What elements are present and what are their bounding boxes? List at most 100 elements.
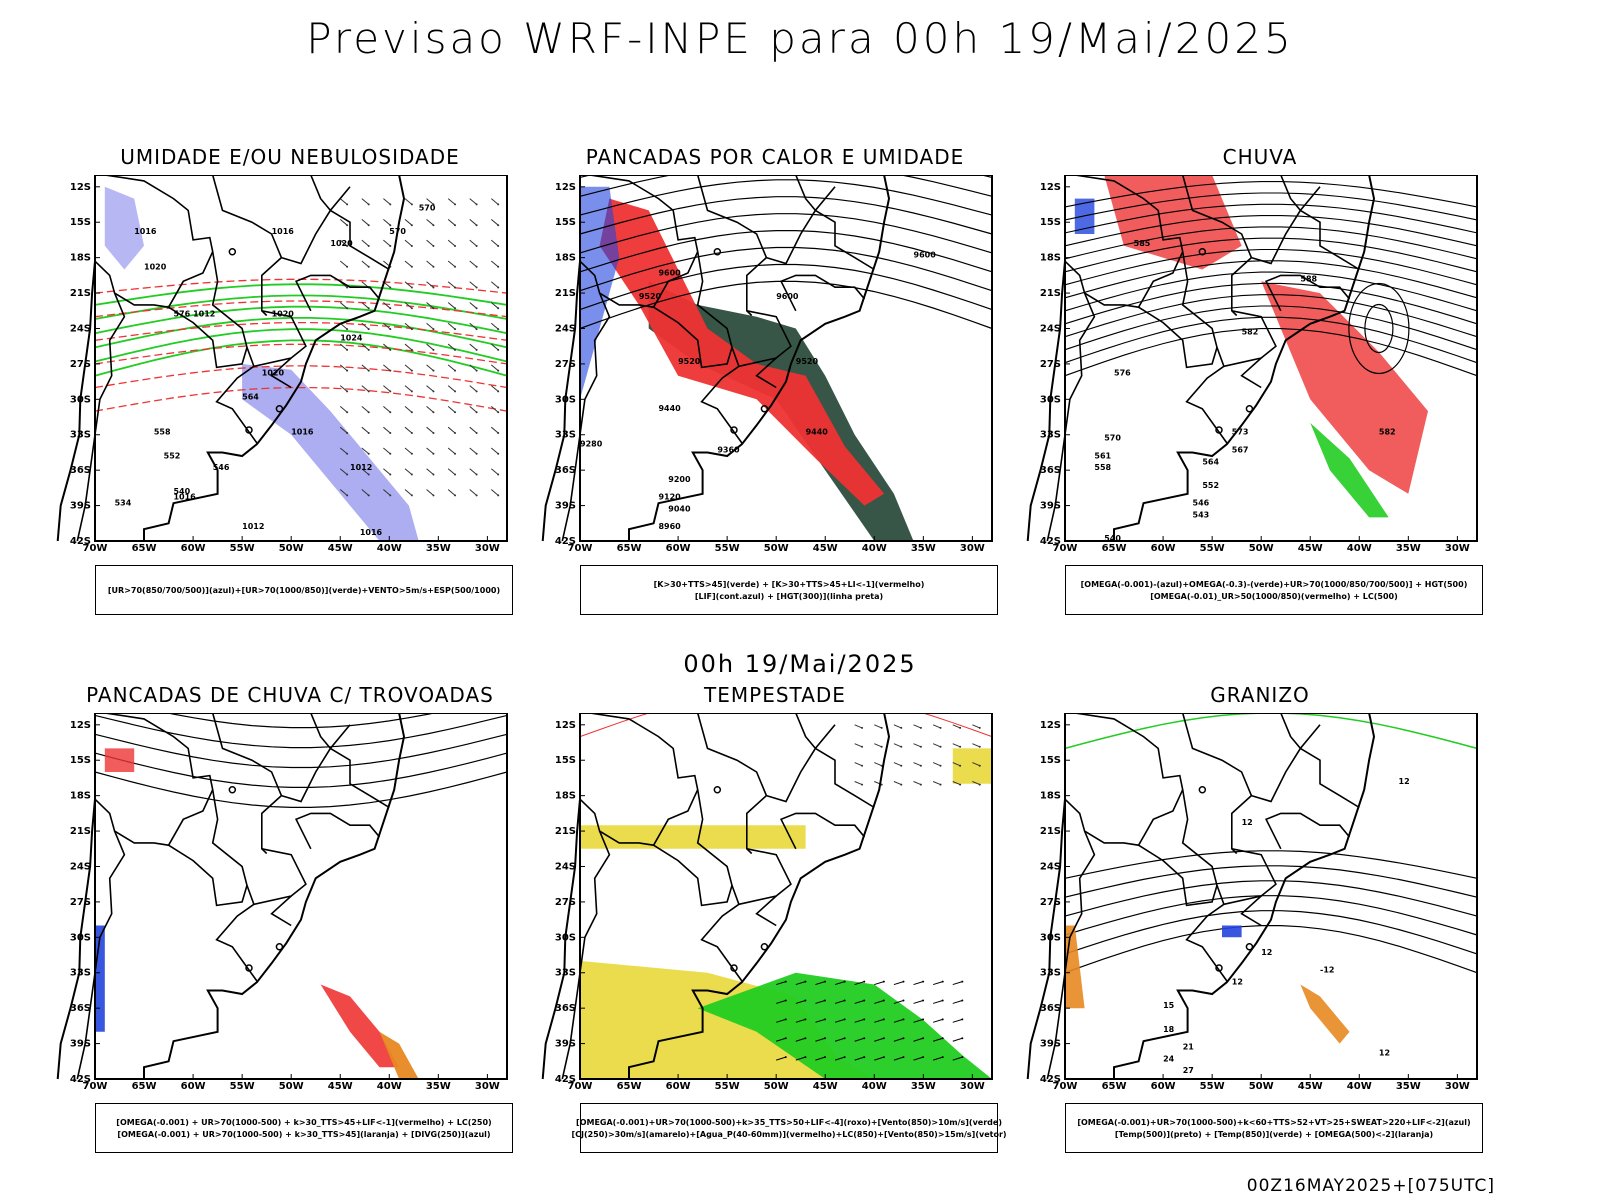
temp500-contour [1064, 895, 1478, 936]
wind-vector-head [432, 307, 435, 310]
wind-vector-head [784, 1018, 787, 1021]
wind-vector-head [454, 203, 457, 206]
state-border [1231, 795, 1252, 855]
thickness-contour [94, 300, 508, 318]
lake [713, 785, 722, 794]
legend-box: [OMEGA(-0.001)+UR>70(1000-500)+k<60+TTS>… [1065, 1103, 1483, 1153]
wind-vector [339, 239, 348, 247]
wind-vector-head [497, 265, 500, 268]
wind-vector [874, 762, 882, 767]
wind-vector-head [410, 452, 413, 455]
wind-vector [854, 1000, 865, 1004]
wind-vector [469, 219, 477, 226]
lon-tick-label: 35W [426, 543, 451, 554]
wind-vector-head [922, 1037, 925, 1040]
wind-vector-head [389, 473, 392, 476]
wind-vector-head [432, 244, 435, 247]
wind-vector [815, 1056, 826, 1061]
map-frame [579, 713, 993, 1080]
contour-label: 15 [1163, 1001, 1175, 1010]
contour-label: 564 [1202, 457, 1219, 466]
wind-vector [361, 239, 370, 247]
wind-vector-head [497, 411, 500, 414]
wind-vector [490, 447, 499, 455]
wind-vector [854, 724, 863, 729]
state-border [1299, 209, 1360, 271]
lon-tick-label: 65W [617, 543, 642, 554]
wind-vector [361, 385, 370, 392]
lon-tick-label: 50W [1249, 543, 1274, 554]
wind-vector-head [823, 1056, 826, 1059]
hgt500-contour [1064, 192, 1478, 221]
wind-vector [361, 343, 370, 351]
contour-label: 543 [1193, 510, 1210, 519]
lat-tick-label: 33S [1040, 430, 1061, 441]
lon-tick-label: 30W [475, 543, 500, 554]
wind-vector [404, 447, 413, 455]
lon-tick-label: 70W [568, 1081, 593, 1092]
wind-vector-head [475, 473, 478, 476]
contour-label: 576 [173, 310, 190, 319]
wind-vector [913, 762, 922, 767]
lat-tick-label: 33S [70, 968, 91, 979]
lon-tick-label: 40W [377, 1081, 402, 1092]
contour-label: 21 [1183, 1042, 1195, 1051]
wind-vector-head [454, 224, 457, 227]
height-contour [579, 175, 993, 197]
legend-line: [Temp(500)](preto) + [Temp(850)](verde) … [1114, 1129, 1434, 1139]
lat-tick-label: 36S [1040, 465, 1061, 476]
wind-vector [383, 385, 391, 392]
wind-vector [972, 762, 980, 767]
lon-tick-label: 35W [911, 543, 936, 554]
wind-vector-head [902, 1056, 905, 1059]
wind-vector-head [475, 265, 478, 268]
wind-vector [490, 406, 499, 413]
wind-vector-head [367, 307, 370, 310]
state-border [168, 306, 248, 369]
contour-label: 546 [1193, 499, 1210, 508]
wind-vector-head [432, 224, 435, 227]
lon-tick-label: 65W [132, 543, 157, 554]
vortex-streamline [1364, 303, 1394, 354]
state-border [653, 844, 733, 907]
contour-label: 582 [1379, 428, 1396, 437]
wind-vector [815, 1000, 826, 1004]
state-border [696, 713, 836, 803]
wind-vector [383, 343, 391, 351]
coastline-east [628, 175, 891, 541]
wind-vector [447, 219, 456, 226]
wind-vector-head [410, 431, 413, 434]
omega-area [1300, 984, 1350, 1044]
map-frame [94, 713, 508, 1080]
lon-tick-label: 65W [617, 1081, 642, 1092]
wind-vector [874, 1037, 884, 1042]
wind-vector [447, 260, 456, 268]
contour-label: 588 [1300, 274, 1317, 283]
lat-tick-label: 33S [555, 968, 576, 979]
wind-vector-head [880, 745, 883, 748]
lat-tick-label: 12S [1040, 720, 1061, 731]
legend-box: [OMEGA(-0.001)+UR>70(1000-500)+k>35_TTS>… [571, 1103, 1007, 1153]
wind-vector [490, 364, 499, 372]
streamline [94, 771, 508, 808]
wind-vector-head [861, 726, 864, 729]
lat-tick-label: 21S [1040, 826, 1061, 837]
wind-vector [874, 981, 884, 986]
wind-vector-head [978, 745, 981, 748]
wind-vector [776, 1056, 786, 1061]
lon-tick-label: 40W [377, 543, 402, 554]
wind-vector [404, 302, 413, 309]
contour-label: 534 [115, 499, 132, 508]
state-border [795, 175, 817, 211]
wind-vector [361, 426, 370, 434]
wind-vector [404, 198, 413, 205]
lon-tick-label: 30W [475, 1081, 500, 1092]
wind-vector [932, 1037, 943, 1042]
wind-vector [383, 322, 391, 330]
wind-vector-head [389, 369, 392, 372]
humidity-high-area [104, 186, 144, 270]
contour-label: 8960 [658, 522, 681, 531]
wind-vector [932, 743, 941, 748]
wind-vector [854, 1037, 865, 1042]
wind-vector-head [432, 348, 435, 351]
